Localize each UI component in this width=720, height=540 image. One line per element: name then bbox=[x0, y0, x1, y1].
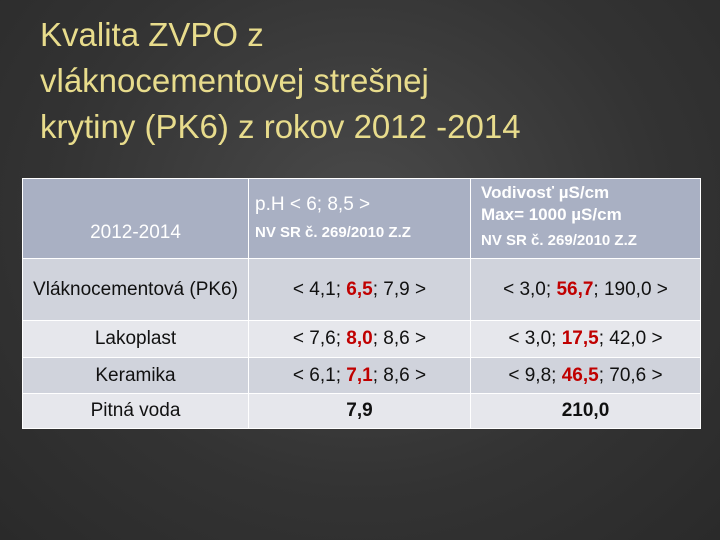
header-text: NV SR č. 269/2010 Z.Z bbox=[481, 231, 637, 249]
value-cell: < 3,0; 17,5; 42,0 > bbox=[470, 320, 701, 358]
value-part: ; 8,6 > bbox=[372, 328, 427, 349]
row-name: Lakoplast bbox=[22, 320, 249, 358]
value-part: < 4,1; bbox=[292, 278, 347, 300]
table-row: Vláknocementová (PK6) < 4,1; 6,5; 7,9 > < … bbox=[22, 258, 701, 321]
value-part: 8,0 bbox=[346, 328, 373, 349]
row-name: Keramika bbox=[22, 357, 249, 394]
header-cell: Vodivosť µS/cm Max= 1000 µS/cm NV SR č. … bbox=[470, 178, 701, 259]
value-cell: 7,9 bbox=[248, 393, 471, 429]
data-table: 2012-2014 p.H < 6; 8,5 > NV SR č. 269/20… bbox=[22, 178, 701, 429]
header-text: Max= 1000 µS/cm bbox=[481, 204, 622, 224]
value-cell: < 9,8; 46,5; 70,6 > bbox=[470, 357, 701, 394]
value-part: ; 190,0 > bbox=[593, 278, 668, 300]
value-part: ; 70,6 > bbox=[598, 364, 663, 386]
table-row: Keramika < 6,1; 7,1; 8,6 > < 9,8; 46,5; 70… bbox=[22, 357, 701, 394]
value-part: 7,9 bbox=[346, 400, 373, 421]
value-cell: < 4,1; 6,5; 7,9 > bbox=[248, 258, 471, 321]
value-part: ; 7,9 > bbox=[372, 278, 427, 300]
header-cell: 2012-2014 bbox=[22, 178, 249, 259]
value-cell: < 7,6; 8,0; 8,6 > bbox=[248, 320, 471, 358]
value-part: < 9,8; bbox=[508, 364, 562, 386]
value-part: < 6,1; bbox=[292, 364, 347, 386]
title-line: vláknocementovej strešnej bbox=[40, 62, 429, 99]
title-line: krytiny (PK6) z rokov 2012 -2014 bbox=[40, 108, 521, 145]
row-name: Vláknocementová (PK6) bbox=[22, 258, 249, 321]
header-text: p.H < 6; 8,5 > bbox=[255, 193, 371, 215]
table-row: Lakoplast < 7,6; 8,0; 8,6 > < 3,0; 17,5; 4… bbox=[22, 320, 701, 358]
value-part: 7,1 bbox=[346, 364, 373, 386]
value-cell: < 3,0; 56,7; 190,0 > bbox=[470, 258, 701, 321]
value-part: ; 8,6 > bbox=[372, 364, 427, 386]
value-part: ; 42,0 > bbox=[598, 328, 663, 349]
value-part: 56,7 bbox=[556, 278, 594, 300]
header-text: NV SR č. 269/2010 Z.Z bbox=[255, 223, 411, 241]
value-part: 17,5 bbox=[561, 328, 599, 349]
row-name: Pitná voda bbox=[22, 393, 249, 429]
value-part: 210,0 bbox=[561, 400, 610, 421]
header-text: Vodivosť µS/cm bbox=[481, 182, 610, 202]
value-part: < 7,6; bbox=[292, 328, 347, 349]
value-part: < 3,0; bbox=[508, 328, 562, 349]
title-line: Kvalita ZVPO z bbox=[40, 16, 264, 53]
value-part: 46,5 bbox=[561, 364, 599, 386]
value-cell: < 6,1; 7,1; 8,6 > bbox=[248, 357, 471, 394]
header-cell: p.H < 6; 8,5 > NV SR č. 269/2010 Z.Z bbox=[248, 178, 471, 259]
value-cell: 210,0 bbox=[470, 393, 701, 429]
value-part: 6,5 bbox=[346, 278, 373, 300]
slide-title: Kvalita ZVPO z vláknocementovej strešnej… bbox=[40, 12, 521, 150]
table-row: Pitná voda 7,9 210,0 bbox=[22, 393, 701, 429]
value-part: < 3,0; bbox=[503, 278, 557, 300]
header-row: 2012-2014 p.H < 6; 8,5 > NV SR č. 269/20… bbox=[22, 178, 701, 259]
